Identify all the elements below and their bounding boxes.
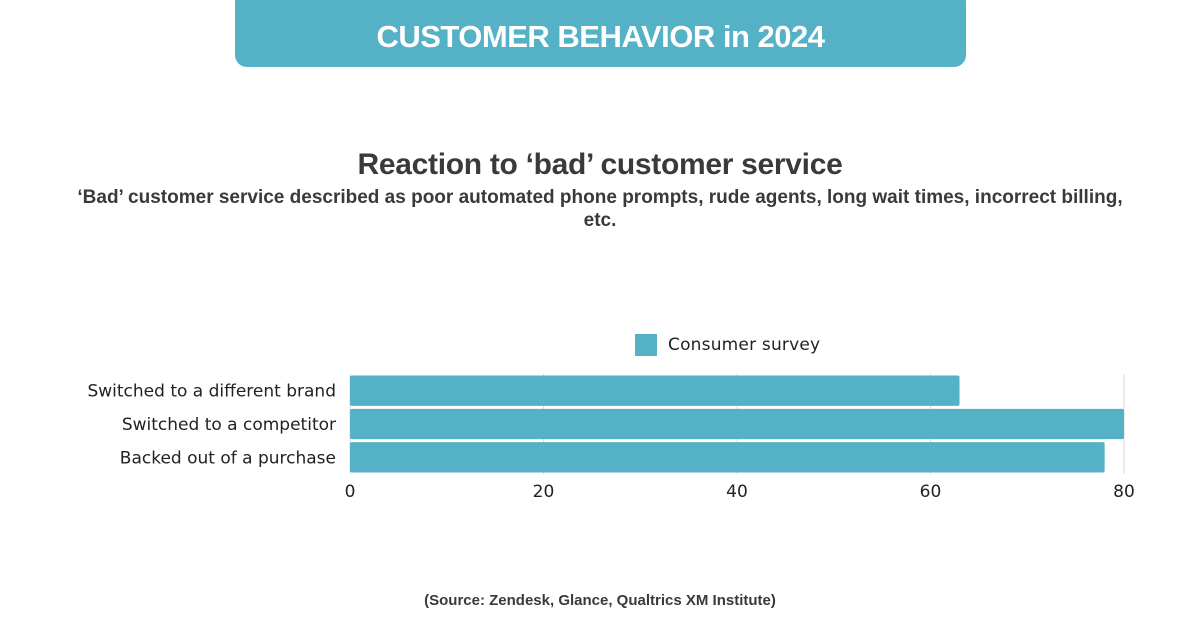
- category-label: Switched to a different brand: [87, 382, 336, 402]
- x-axis-ticks: 0 20 40 60 80: [345, 482, 1135, 502]
- bars: [350, 375, 1124, 473]
- chart-legend: Consumer survey: [635, 334, 820, 356]
- category-label: Backed out of a purchase: [120, 448, 336, 468]
- source-note: (Source: Zendesk, Glance, Qualtrics XM I…: [424, 592, 776, 609]
- header-banner: CUSTOMER BEHAVIOR in 2024: [235, 0, 966, 67]
- bar: [350, 408, 1124, 440]
- category-labels: Switched to a different brand Switched to…: [87, 382, 336, 469]
- chart-title: Reaction to ‘bad’ customer service: [357, 148, 843, 181]
- x-tick-label: 80: [1113, 482, 1135, 502]
- x-tick-label: 0: [345, 482, 356, 502]
- legend-label: Consumer survey: [668, 335, 821, 355]
- chart-subtitle: ‘Bad’ customer service described as poor…: [77, 187, 1123, 231]
- category-label: Switched to a competitor: [122, 415, 336, 435]
- legend-swatch: [635, 334, 657, 356]
- bar: [350, 375, 960, 406]
- bar: [350, 442, 1105, 473]
- x-tick-label: 20: [533, 482, 555, 502]
- banner-title: CUSTOMER BEHAVIOR in 2024: [376, 19, 825, 54]
- x-tick-label: 40: [726, 482, 748, 502]
- x-tick-label: 60: [920, 482, 942, 502]
